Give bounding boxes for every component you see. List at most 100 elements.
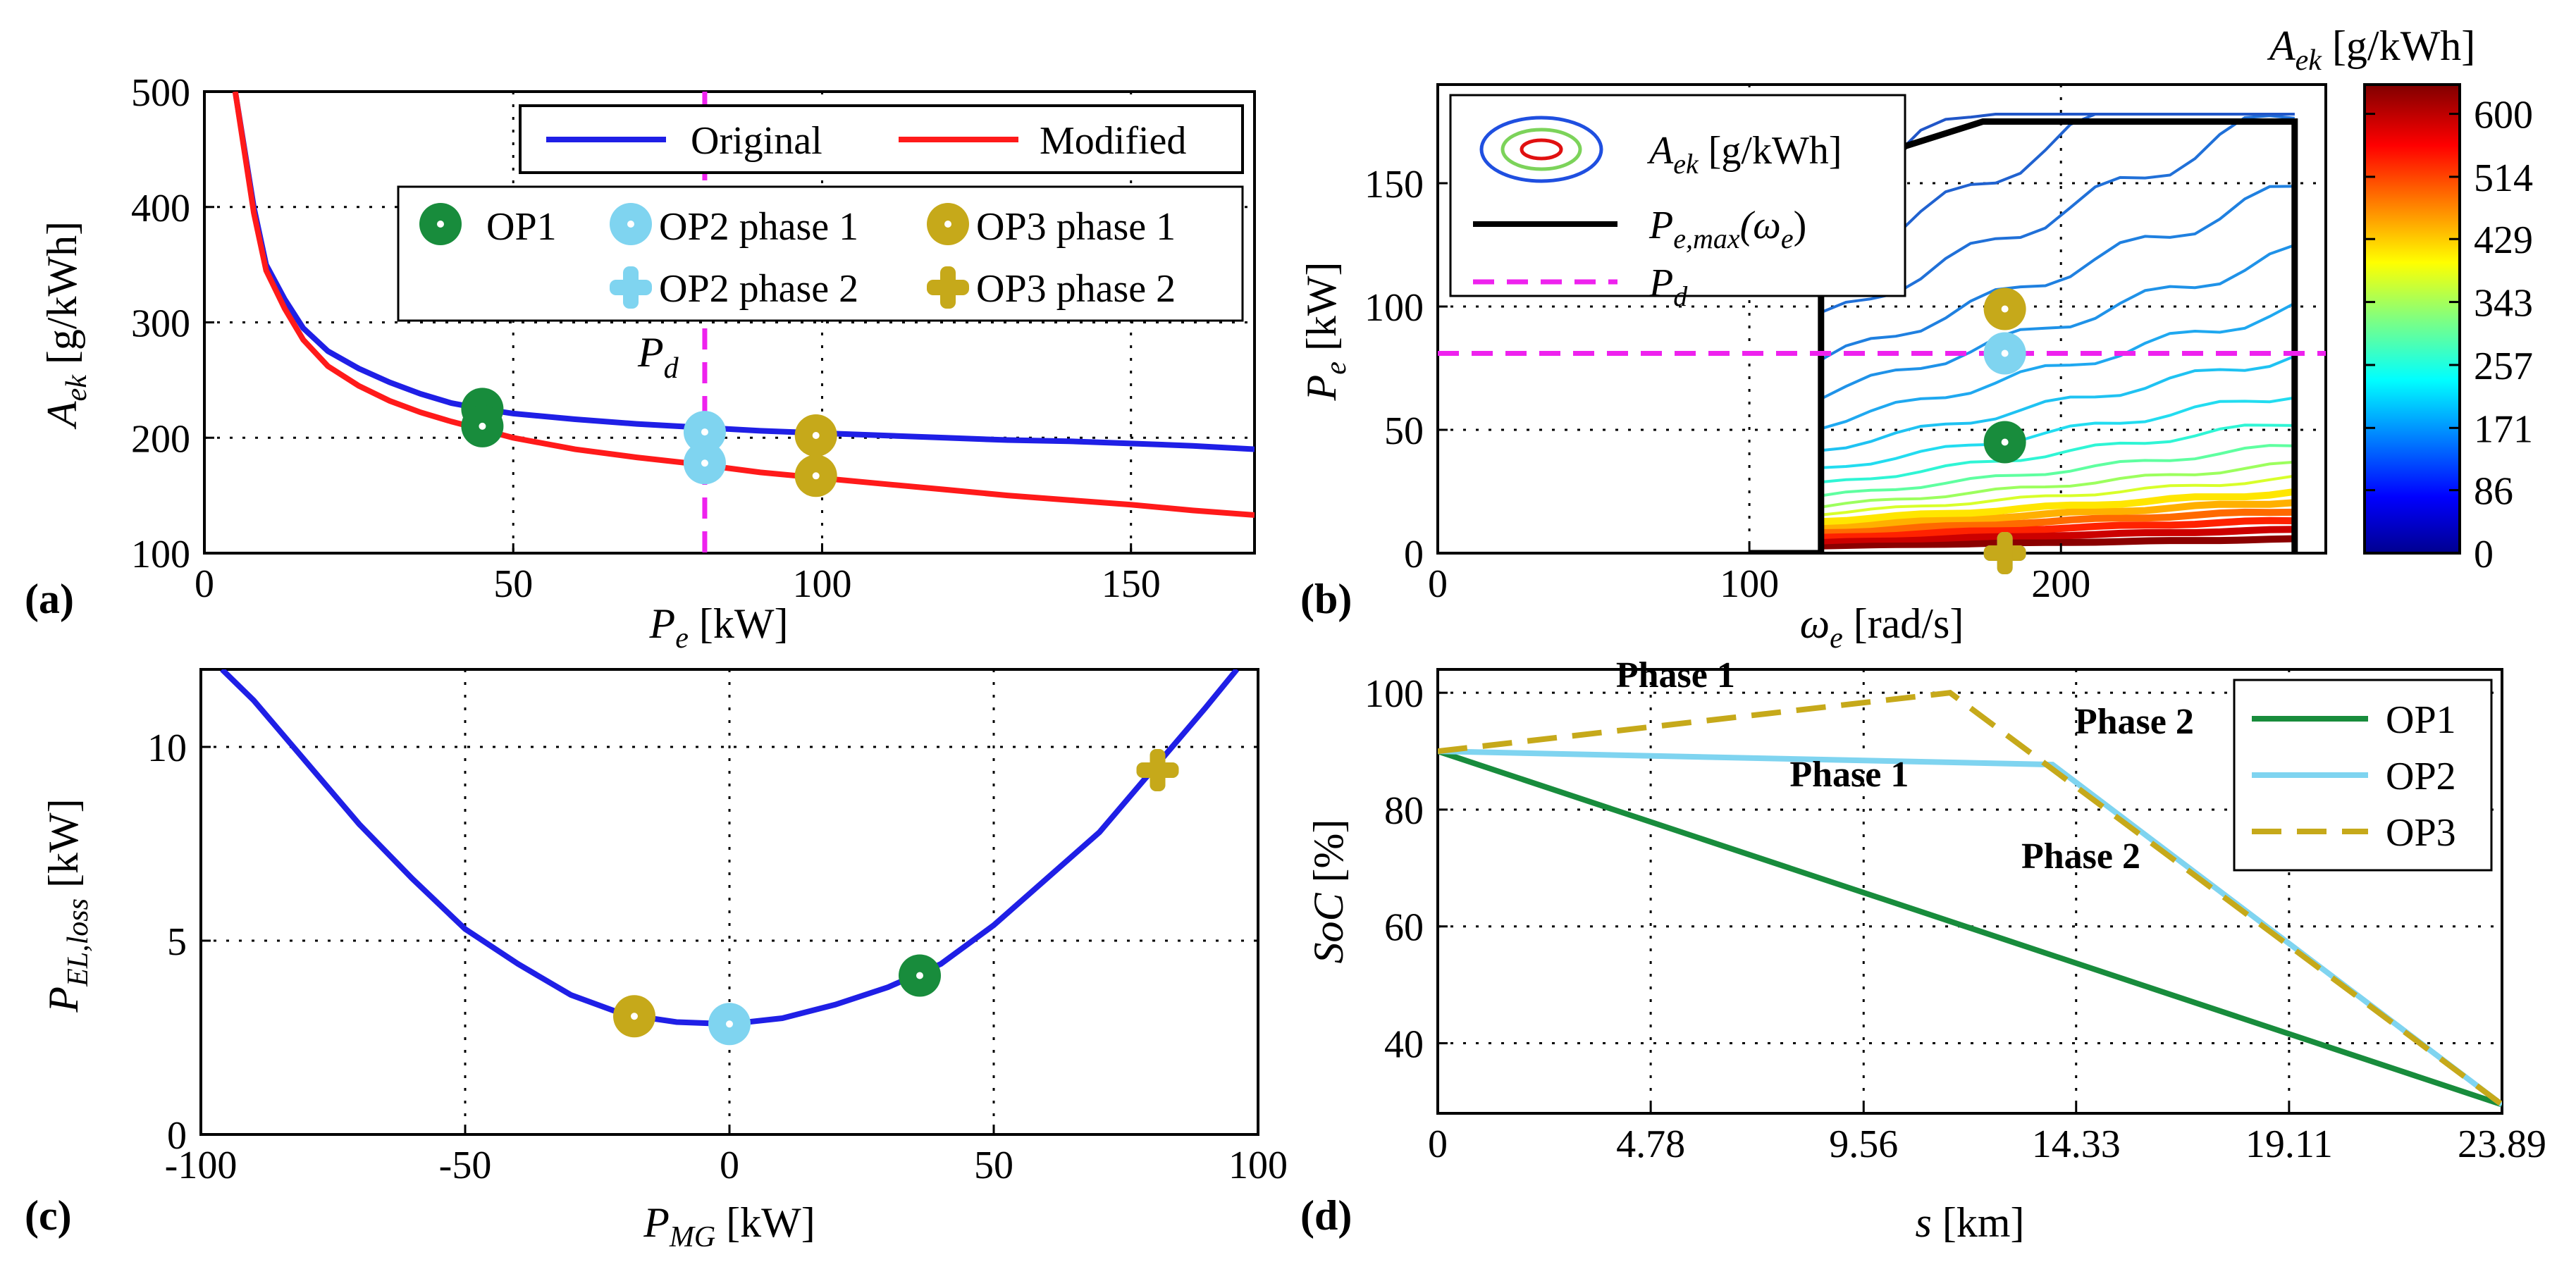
contour-line — [1820, 460, 2295, 509]
x-tick-label: 0 — [720, 1144, 739, 1187]
contour-line — [1820, 444, 2295, 497]
legend-op2-phase2-label: OP2 phase 2 — [659, 267, 858, 311]
phase-annotation: Phase 2 — [2021, 836, 2140, 877]
point-op2-0-center — [701, 428, 708, 436]
panel-d-xlabel: s [km] — [1916, 1199, 2025, 1246]
x-tick-label: 100 — [792, 562, 851, 606]
legend-aek-label: Aek [g/kWh] — [1646, 129, 1842, 180]
colorbar-label: Aek [g/kWh] — [2267, 23, 2475, 77]
legend-contour-swatch-mid — [1500, 128, 1582, 171]
y-tick-label: 60 — [1384, 906, 1424, 950]
panel-a-modified-line — [232, 92, 1255, 518]
legend-pd-label: Pd — [1648, 261, 1688, 312]
contour-line — [1820, 535, 2295, 550]
contour-line — [1820, 396, 2295, 469]
y-tick-label: 10 — [147, 726, 187, 770]
x-tick-label: 100 — [1720, 562, 1779, 606]
y-tick-label: 0 — [167, 1114, 187, 1158]
y-tick-label: 50 — [1384, 409, 1424, 453]
panel-c-grid — [201, 669, 1258, 1134]
legend-contour-swatch-inner — [1520, 138, 1563, 161]
panel-a-points — [461, 388, 837, 497]
panel-c-ylabel: PEL,loss [kW] — [40, 798, 94, 1013]
panel-d-op1-line — [1438, 748, 2502, 1108]
x-tick-label: 0 — [1428, 1122, 1448, 1166]
legend-op3p2-marker-v — [940, 266, 956, 309]
phase-annotation: Phase 1 — [1616, 655, 1735, 695]
panel-b-contours — [1820, 113, 2295, 550]
y-tick-label: 0 — [1404, 533, 1424, 576]
x-tick-label: 200 — [2031, 562, 2090, 606]
panel-b-legend: Aek [g/kWh] Pe,max(ωe) Pd — [1449, 94, 1906, 312]
panel-a: 0 50 100 150 100 200 300 400 500 Pd Original Mod… — [25, 71, 1256, 655]
contour-line — [1820, 474, 2295, 516]
panel-d-ylabel: SoC [%] — [1305, 819, 1352, 964]
point-op3-phase1-center — [2001, 305, 2009, 313]
x-tick-label: 0 — [195, 562, 214, 606]
cb-tick-label: 514 — [2474, 156, 2533, 200]
panel-b: 0 100 200 0 50 100 150 Aek [g/kWh] Pe,max(ωe) … — [1298, 23, 2533, 655]
y-tick-label: 40 — [1384, 1023, 1424, 1067]
y-tick-label: 5 — [167, 920, 187, 964]
contour-line — [1820, 423, 2295, 484]
panel-c-tag: (c) — [25, 1192, 72, 1239]
point-op3-phase2-v — [1150, 749, 1166, 791]
x-tick-label: 19.11 — [2245, 1122, 2333, 1166]
panel-d-grid — [1438, 669, 2502, 1113]
x-tick-label: 150 — [1102, 562, 1161, 606]
y-tick-label: 500 — [131, 71, 190, 115]
y-tick-label: 150 — [1364, 163, 1424, 206]
contour-line — [1820, 185, 2295, 361]
cb-tick-label: 86 — [2474, 470, 2513, 514]
x-tick-label: -100 — [165, 1144, 238, 1187]
y-tick-label: 200 — [131, 417, 190, 461]
point-op3-0-center — [812, 431, 820, 439]
point-op1-1-center — [479, 422, 486, 430]
point-op1-center — [916, 972, 923, 979]
legend-d-op3-label: OP3 — [2386, 811, 2456, 855]
legend-original-label: Original — [691, 119, 822, 163]
cb-tick-label: 429 — [2474, 218, 2533, 262]
x-tick-label: 50 — [974, 1144, 1013, 1187]
cb-tick-label: 257 — [2474, 345, 2533, 388]
x-tick-label: 0 — [1428, 562, 1448, 606]
panel-b-ylabel: Pe [kW] — [1298, 262, 1352, 402]
legend-op1-label: OP1 — [486, 205, 557, 249]
panel-c-points — [613, 749, 1179, 1046]
y-tick-label: 80 — [1384, 789, 1424, 833]
point-op2-1-center — [701, 459, 708, 467]
panel-b-points — [1983, 287, 2026, 574]
y-tick-label: 100 — [131, 533, 190, 576]
panel-c-xlabel: PMG [kW] — [643, 1199, 815, 1254]
contour-line — [1820, 302, 2295, 431]
legend-pemax-label: Pe,max(ωe) — [1648, 204, 1806, 254]
panel-b-ticks: 0 100 200 0 50 100 150 — [1364, 163, 2090, 606]
legend-op3-phase2-label: OP3 phase 2 — [976, 267, 1176, 311]
x-tick-label: 23.89 — [2458, 1122, 2546, 1166]
contour-line — [1820, 354, 2295, 452]
point-op2-center — [726, 1020, 733, 1028]
panel-d: 0 4.78 9.56 14.33 19.11 23.89 40 60 80 100 Phase … — [1300, 655, 2546, 1246]
panel-b-xlabel: ωe [rad/s] — [1800, 600, 1964, 655]
panel-d-legend: OP1 OP2 OP3 — [2233, 679, 2493, 872]
legend-op3-phase1-label: OP3 phase 1 — [976, 205, 1176, 249]
x-tick-label: -50 — [439, 1144, 492, 1187]
colorbar — [2363, 83, 2461, 555]
legend-op2-phase1-label: OP2 phase 1 — [659, 205, 858, 249]
cb-tick-label: 171 — [2474, 407, 2533, 451]
contour-line — [1820, 526, 2295, 545]
panel-c-ticks: -100 -50 0 50 100 0 5 10 — [147, 726, 1288, 1187]
legend-op3p1-marker-center — [944, 221, 951, 228]
point-op3-phase2-v — [1997, 532, 2013, 574]
panel-a-xlabel: Pe [kW] — [649, 600, 789, 655]
phase-annotation: Phase 1 — [1789, 755, 1909, 795]
x-tick-label: 14.33 — [2032, 1122, 2121, 1166]
panel-b-tag: (b) — [1300, 576, 1352, 622]
legend-contour-swatch-outer — [1479, 116, 1603, 183]
panel-d-op3-line — [1438, 690, 2502, 1107]
point-op1-center — [2001, 438, 2009, 446]
legend-d-op2-label: OP2 — [2386, 755, 2456, 798]
legend-d-op1-label: OP1 — [2386, 698, 2456, 742]
y-tick-label: 100 — [1364, 672, 1424, 716]
